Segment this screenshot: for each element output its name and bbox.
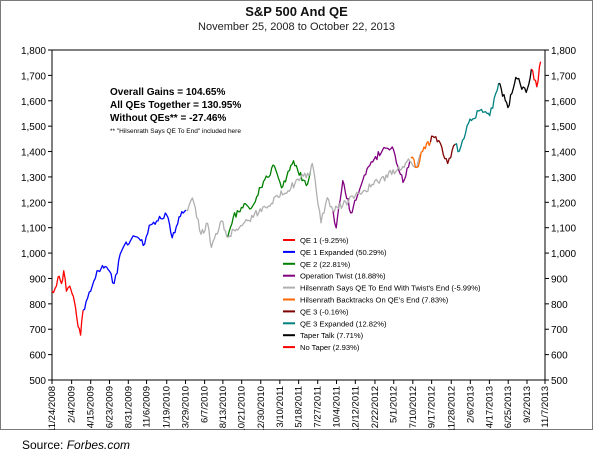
y-tick-label-right: 1,200 [551, 198, 576, 209]
y-tick-label-right: 1,800 [551, 46, 576, 57]
x-tick-label: 8/31/2009 [123, 386, 134, 428]
source-name: Forbes.com [66, 438, 131, 452]
x-tick-label: 11/28/2012 [446, 386, 457, 430]
y-tick-label-left: 1,700 [21, 71, 46, 82]
x-tick-label: 6/23/2009 [105, 386, 116, 428]
y-tick-label-right: 700 [551, 325, 568, 336]
legend-label: QE 1 (-9.25%) [300, 236, 349, 245]
x-tick-label: 6/25/2013 [503, 386, 514, 428]
y-tick-label-left: 1,500 [21, 122, 46, 133]
source-line: Source: Forbes.com [22, 438, 130, 452]
y-tick-label-right: 800 [551, 300, 568, 311]
chart-frame [0, 0, 593, 430]
x-tick-label: 5/1/2012 [389, 386, 400, 423]
y-tick-label-right: 600 [551, 351, 568, 362]
x-tick-label: 2/6/2013 [465, 386, 476, 423]
chart-subtitle: November 25, 2008 to October 22, 2013 [198, 21, 395, 33]
legend-label: Taper Talk (7.71%) [300, 331, 364, 340]
series-line [454, 83, 500, 153]
legend-label: Hilsenrath Says QE To End With Twist's E… [300, 284, 481, 293]
x-tick-label: 3/10/2011 [275, 386, 286, 428]
x-tick-label: 10/21/2010 [237, 386, 248, 430]
x-tick-label: 9/17/2012 [427, 386, 438, 428]
series-line [530, 61, 542, 88]
legend-label: Operation Twist (18.88%) [300, 272, 386, 281]
y-tick-label-right: 1,000 [551, 249, 576, 260]
series-line [226, 160, 312, 238]
annotation-text: All QEs Together = 130.95% [110, 100, 241, 111]
y-tick-label-left: 1,300 [21, 173, 46, 184]
annotation-text: Without QEs** = -27.46% [110, 113, 226, 124]
series-line [429, 135, 456, 165]
x-tick-label: 12/30/2010 [256, 386, 267, 430]
x-tick-label: 8/13/2010 [218, 386, 229, 428]
legend-label: QE 3 Expanded (12.82%) [300, 319, 387, 328]
y-tick-label-left: 1,800 [21, 46, 46, 57]
x-tick-label: 1/19/2010 [162, 386, 173, 428]
x-tick-label: 7/27/2011 [313, 386, 324, 428]
x-tick-label: 2/22/2012 [370, 386, 381, 428]
x-tick-label: 3/29/2010 [181, 386, 192, 428]
series-line [498, 68, 533, 109]
x-tick-label: 4/17/2013 [484, 386, 495, 428]
y-tick-label-left: 1,600 [21, 97, 46, 108]
y-tick-label-right: 1,300 [551, 173, 576, 184]
x-tick-label: 9/2/2013 [522, 386, 533, 423]
source-label: Source: [22, 438, 67, 452]
annotation-text: Overall Gains = 104.65% [110, 87, 225, 98]
y-tick-label-left: 700 [29, 325, 46, 336]
y-tick-label-left: 1,400 [21, 148, 46, 159]
series-line [82, 209, 187, 311]
legend-label: No Taper (2.93%) [300, 343, 360, 352]
legend-label: QE 2 (22.81%) [300, 260, 351, 269]
series-line [51, 270, 84, 336]
legend-label: QE 3 (-0.16%) [300, 307, 349, 316]
legend-label: QE 1 Expanded (50.29%) [300, 248, 387, 257]
x-tick-label: 5/18/2011 [294, 386, 305, 428]
series-line [332, 146, 411, 229]
x-tick-label: 6/7/2010 [200, 386, 211, 423]
y-tick-label-right: 1,100 [551, 224, 576, 235]
x-tick-label: 10/4/2011 [332, 386, 343, 428]
series-line [410, 140, 432, 168]
y-tick-label-right: 1,700 [551, 71, 576, 82]
series-line [185, 153, 421, 249]
x-tick-label: 11/6/2009 [142, 386, 153, 428]
y-tick-label-left: 1,100 [21, 224, 46, 235]
chart-title: S&P 500 And QE [245, 4, 348, 19]
chart-plot: 500 500 600 600 700 700 800 800 900 900 1,000 1,000… [21, 46, 576, 430]
y-tick-label-right: 500 [551, 376, 568, 387]
y-tick-label-left: 600 [29, 351, 46, 362]
y-tick-label-left: 900 [29, 274, 46, 285]
x-tick-label: 2/4/2009 [67, 386, 78, 423]
y-tick-label-right: 900 [551, 274, 568, 285]
x-tick-label: 11/24/2008 [47, 386, 58, 430]
y-tick-label-left: 500 [29, 376, 46, 387]
x-tick-label: 4/15/2009 [86, 386, 97, 428]
y-tick-label-right: 1,500 [551, 122, 576, 133]
y-tick-label-right: 1,600 [551, 97, 576, 108]
x-tick-label: 12/12/2011 [350, 386, 361, 430]
x-tick-label: 7/10/2012 [408, 386, 419, 428]
y-tick-label-left: 800 [29, 300, 46, 311]
x-tick-label: 11/7/2013 [540, 386, 551, 428]
y-tick-label-right: 1,400 [551, 148, 576, 159]
y-tick-label-left: 1,200 [21, 198, 46, 209]
annotation-text: ** "Hilsenrath Says QE To End" included … [110, 128, 241, 135]
legend-label: Hilsenrath Backtracks On QE's End (7.83%… [300, 296, 449, 305]
y-tick-label-left: 1,000 [21, 249, 46, 260]
